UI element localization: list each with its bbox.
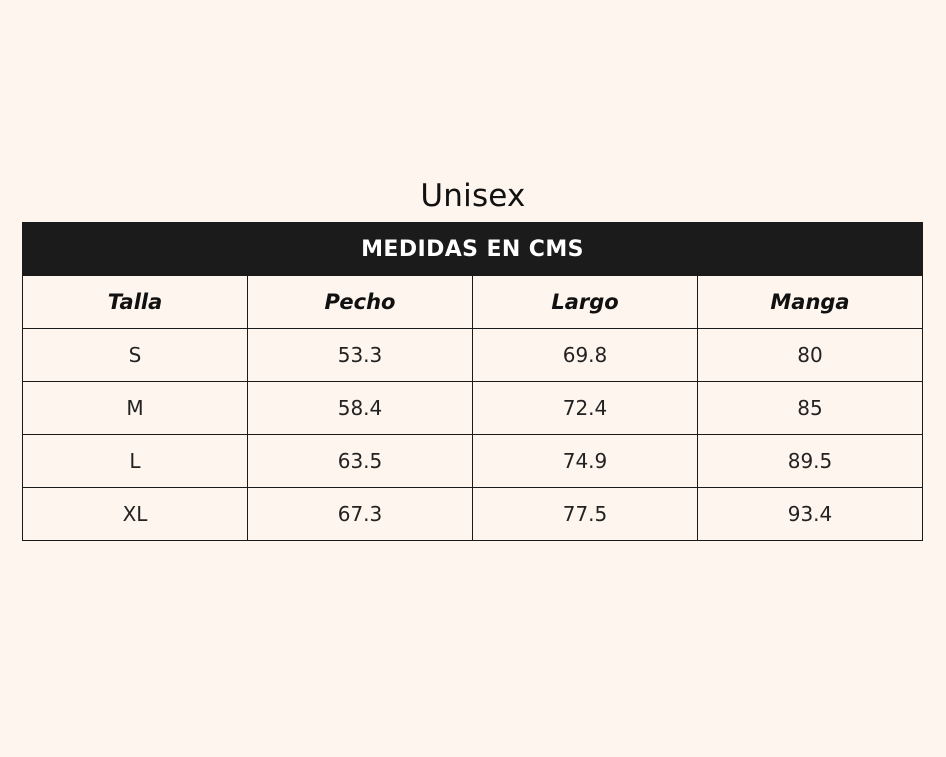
cell-pecho: 67.3 [247,487,473,541]
cell-talla: XL [22,487,248,541]
band-empty-cell-right [697,222,923,276]
band-label: MEDIDAS EN CMS [247,222,698,276]
cell-talla: L [22,434,248,488]
table-row: L 63.5 74.9 89.5 [22,434,923,488]
cell-talla: M [22,381,248,435]
cell-pecho: 63.5 [247,434,473,488]
cell-pecho: 58.4 [247,381,473,435]
cell-largo: 69.8 [472,328,698,382]
cell-manga: 93.4 [697,487,923,541]
table-header-row: Talla Pecho Largo Manga [22,275,923,329]
cell-largo: 74.9 [472,434,698,488]
table-row: S 53.3 69.8 80 [22,328,923,382]
cell-pecho: 53.3 [247,328,473,382]
column-header-talla: Talla [22,275,248,329]
cell-largo: 72.4 [472,381,698,435]
column-header-manga: Manga [697,275,923,329]
table-row: M 58.4 72.4 85 [22,381,923,435]
cell-talla: S [22,328,248,382]
page-title: Unisex [420,178,526,214]
cell-largo: 77.5 [472,487,698,541]
cell-manga: 89.5 [697,434,923,488]
band-empty-cell-left [22,222,248,276]
column-header-pecho: Pecho [247,275,473,329]
table-row: XL 67.3 77.5 93.4 [22,487,923,541]
cell-manga: 80 [697,328,923,382]
cell-manga: 85 [697,381,923,435]
table-band-row: MEDIDAS EN CMS [22,222,923,276]
size-chart-table: MEDIDAS EN CMS Talla Pecho Largo Manga S… [22,222,923,541]
column-header-largo: Largo [472,275,698,329]
